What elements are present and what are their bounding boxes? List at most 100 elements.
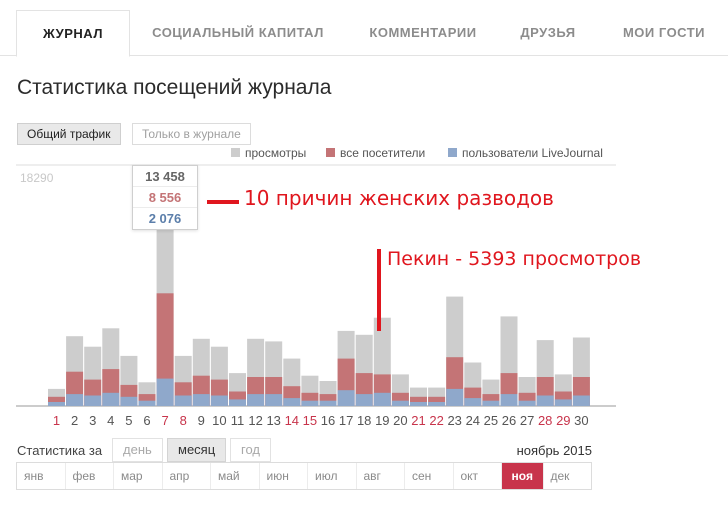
month-oct[interactable]: окт — [454, 463, 502, 489]
annotation-beijing: Пекин - 5393 просмотров — [387, 248, 642, 270]
x-label-day-18: 18 — [357, 413, 371, 428]
bar-lj-users-day-21[interactable] — [410, 402, 427, 406]
bar-lj-users-day-15[interactable] — [301, 400, 319, 406]
legend-lj-users-label: пользователи LiveJournal — [462, 146, 603, 160]
bar-lj-users-day-27[interactable] — [518, 400, 536, 406]
month-jul[interactable]: июл — [308, 463, 357, 489]
tab-my-guests[interactable]: МОИ ГОСТИ — [622, 25, 706, 40]
bar-visitors-day-1[interactable] — [48, 396, 65, 406]
x-label-day-14: 14 — [285, 413, 299, 428]
bar-lj-users-day-11[interactable] — [229, 399, 246, 406]
bar-lj-users-day-2[interactable] — [66, 394, 84, 406]
x-label-day-17: 17 — [339, 413, 353, 428]
x-label-day-10: 10 — [212, 413, 226, 428]
legend-views-label: просмотры — [245, 146, 307, 160]
month-dec[interactable]: дек — [550, 469, 570, 483]
bar-lj-users-day-7[interactable] — [156, 378, 174, 406]
chart-tooltip: 13 458 8 556 2 076 — [132, 165, 198, 230]
legend-views: просмотры — [231, 146, 306, 160]
x-label-day-27: 27 — [520, 413, 534, 428]
x-label-day-2: 2 — [71, 413, 78, 428]
bar-lj-users-day-26[interactable] — [500, 394, 518, 406]
x-label-day-21: 21 — [411, 413, 425, 428]
bar-visitors-day-21[interactable] — [410, 396, 427, 406]
y-max-label: 18290 — [20, 171, 54, 185]
legend-lj-users: пользователи LiveJournal — [448, 146, 603, 160]
x-label-day-8: 8 — [180, 413, 187, 428]
bar-visitors-day-22[interactable] — [428, 396, 446, 406]
bar-lj-users-day-16[interactable] — [319, 400, 337, 406]
current-month-label: ноябрь 2015 — [516, 443, 592, 458]
bar-lj-users-day-8[interactable] — [174, 395, 192, 407]
tab-social-capital[interactable]: СОЦИАЛЬНЫЙ КАПИТАЛ — [152, 25, 324, 40]
x-label-day-26: 26 — [502, 413, 516, 428]
x-label-day-24: 24 — [466, 413, 480, 428]
bar-lj-users-day-29[interactable] — [554, 399, 572, 406]
x-label-day-1: 1 — [53, 413, 60, 428]
x-label-day-19: 19 — [375, 413, 389, 428]
tooltip-views: 13 458 — [133, 166, 197, 187]
all-traffic-toggle[interactable]: Общий трафик — [17, 123, 121, 145]
month-mar[interactable]: мар — [114, 463, 163, 489]
legend-visitors-label: все посетители — [340, 146, 426, 160]
bar-lj-users-day-17[interactable] — [337, 390, 355, 406]
x-label-day-9: 9 — [198, 413, 205, 428]
x-label-day-5: 5 — [125, 413, 132, 428]
bar-lj-users-day-12[interactable] — [247, 394, 265, 406]
month-may[interactable]: май — [211, 463, 260, 489]
bar-lj-users-day-4[interactable] — [102, 392, 120, 406]
x-label-day-13: 13 — [266, 413, 280, 428]
period-month[interactable]: месяц — [167, 438, 227, 462]
bar-lj-users-day-13[interactable] — [265, 394, 283, 406]
bar-lj-users-day-24[interactable] — [464, 398, 482, 406]
bar-visitors-day-16[interactable] — [319, 394, 337, 406]
bar-lj-users-day-1[interactable] — [48, 402, 65, 406]
x-label-day-23: 23 — [447, 413, 461, 428]
bar-lj-users-day-28[interactable] — [536, 395, 554, 407]
journal-only-toggle[interactable]: Только в журнале — [132, 123, 251, 145]
bar-visitors-day-25[interactable] — [482, 394, 500, 406]
bar-lj-users-day-30[interactable] — [572, 395, 590, 407]
month-sep[interactable]: сен — [405, 463, 454, 489]
tab-journal[interactable]: ЖУРНАЛ — [16, 10, 130, 57]
bar-lj-users-day-25[interactable] — [482, 400, 500, 406]
month-apr[interactable]: апр — [163, 463, 211, 489]
month-jan[interactable]: янв — [17, 463, 66, 489]
bar-lj-users-day-5[interactable] — [120, 396, 138, 406]
tab-comments[interactable]: КОММЕНТАРИИ — [369, 25, 477, 40]
period-year[interactable]: год — [230, 438, 271, 462]
x-label-day-16: 16 — [321, 413, 335, 428]
tooltip-visitors: 8 556 — [133, 187, 197, 208]
bar-lj-users-day-18[interactable] — [355, 394, 373, 406]
bar-lj-users-day-3[interactable] — [84, 395, 102, 407]
x-label-day-25: 25 — [484, 413, 498, 428]
annotation-divorces: 10 причин женских разводов — [244, 186, 554, 210]
x-label-day-11: 11 — [231, 413, 245, 428]
month-selector: янв фев мар апр май июн июл авг сен окт … — [16, 462, 592, 490]
tab-friends[interactable]: ДРУЗЬЯ — [520, 25, 576, 40]
bar-lj-users-day-6[interactable] — [138, 400, 156, 406]
legend-views-swatch — [231, 148, 240, 157]
month-feb[interactable]: фев — [66, 463, 114, 489]
x-label-day-6: 6 — [143, 413, 150, 428]
month-jun[interactable]: июн — [260, 463, 308, 489]
x-label-day-28: 28 — [538, 413, 552, 428]
annotation-dash — [207, 200, 239, 204]
bar-lj-users-day-20[interactable] — [391, 400, 409, 406]
month-nov[interactable]: ноя — [502, 463, 544, 489]
legend-visitors-swatch — [326, 148, 335, 157]
bar-visitors-day-6[interactable] — [138, 394, 156, 406]
bar-lj-users-day-9[interactable] — [192, 394, 210, 406]
bar-lj-users-day-19[interactable] — [373, 392, 391, 406]
period-day[interactable]: день — [112, 438, 163, 462]
x-label-day-22: 22 — [429, 413, 443, 428]
bar-lj-users-day-10[interactable] — [210, 395, 228, 407]
bar-lj-users-day-22[interactable] — [428, 402, 446, 406]
x-label-day-29: 29 — [556, 413, 570, 428]
x-label-day-30: 30 — [574, 413, 588, 428]
x-label-day-20: 20 — [393, 413, 407, 428]
bar-visitors-day-7[interactable] — [156, 293, 174, 406]
month-aug[interactable]: авг — [357, 463, 405, 489]
bar-lj-users-day-23[interactable] — [446, 388, 464, 406]
bar-lj-users-day-14[interactable] — [283, 398, 301, 406]
